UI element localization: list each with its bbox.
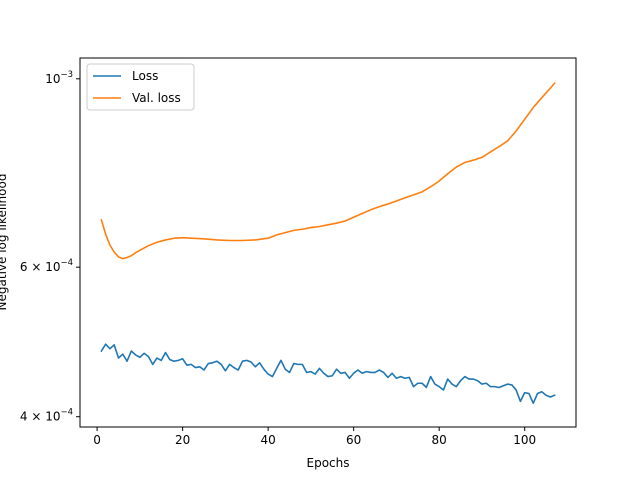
x-tick-label-1: 20 (175, 433, 190, 447)
plot-frame (79, 57, 577, 428)
series-line-1 (100, 82, 556, 260)
series-layer (100, 82, 556, 404)
y-axis-label: Negative log likelihood (0, 174, 9, 311)
x-tick-label-0: 0 (93, 433, 101, 447)
x-axis-label: Epochs (307, 456, 350, 470)
legend-label-loss: Loss (132, 69, 158, 83)
series-line-0 (100, 343, 556, 404)
legend: Loss Val. loss (86, 63, 195, 111)
x-tick-label-5: 100 (513, 433, 536, 447)
x-tick-label-3: 60 (346, 433, 361, 447)
legend-label-val-loss: Val. loss (132, 91, 181, 105)
x-axis: 0 20 40 60 80 100 (93, 427, 536, 447)
y-tick-label-1: 6 × 10−4 (20, 258, 73, 274)
x-tick-label-2: 40 (260, 433, 275, 447)
y-tick-label-0: 4 × 10−4 (20, 408, 73, 424)
x-tick-label-4: 80 (432, 433, 447, 447)
